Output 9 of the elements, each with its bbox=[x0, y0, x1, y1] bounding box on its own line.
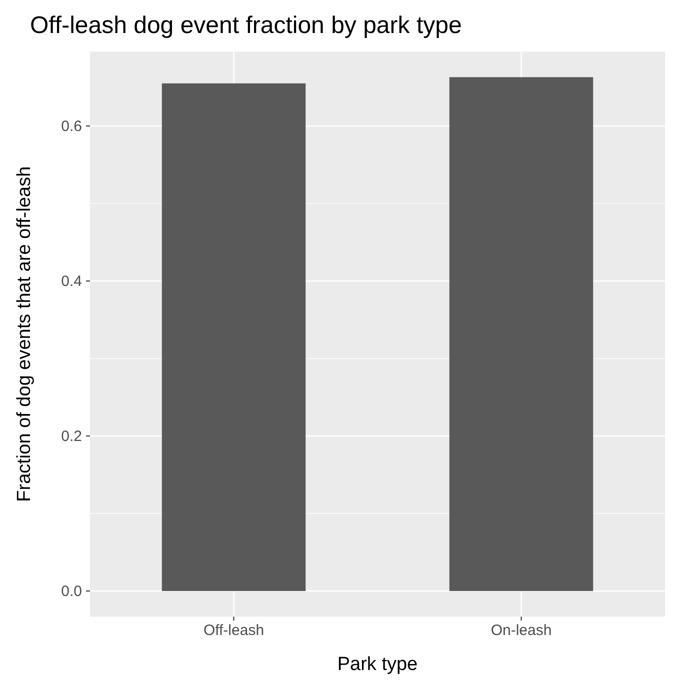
y-tick-label: 0.4 bbox=[61, 272, 82, 290]
x-axis-title: Park type bbox=[337, 654, 418, 675]
x-tick-label: On-leash bbox=[490, 622, 552, 640]
y-tick-label: 0.2 bbox=[61, 428, 82, 445]
y-tick-label: 0.6 bbox=[61, 118, 82, 135]
y-tick-label: 0.0 bbox=[61, 582, 82, 600]
chart-title: Off-leash dog event fraction by park type bbox=[30, 12, 462, 39]
y-axis-title: Fraction of dog events that are off-leash bbox=[14, 166, 35, 502]
x-tick-label: Off-leash bbox=[203, 622, 264, 640]
